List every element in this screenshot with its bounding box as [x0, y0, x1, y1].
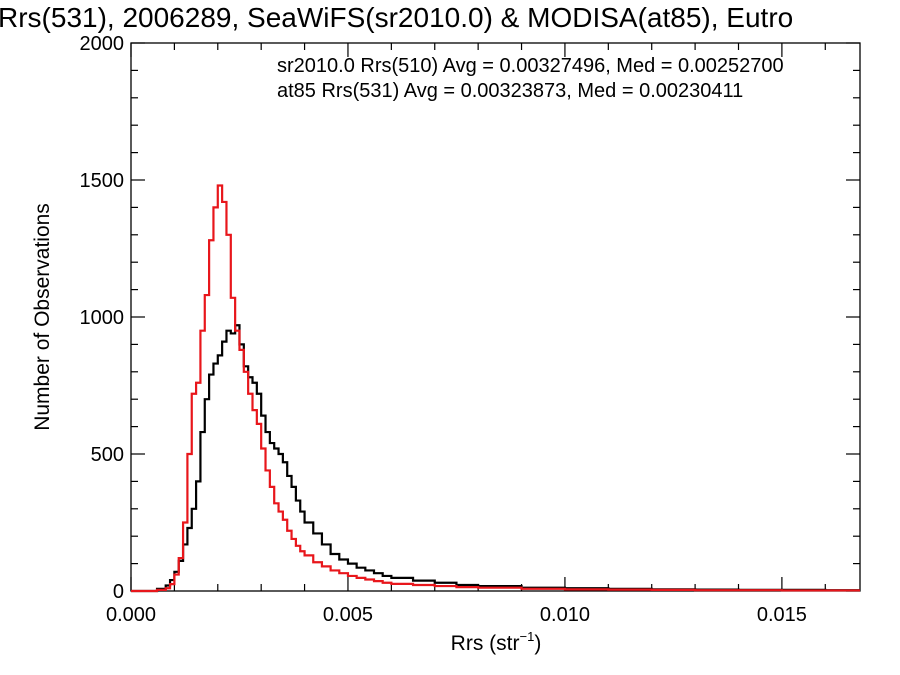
- y-tick-label: 1000: [80, 307, 125, 329]
- chart-title: Rrs(531), 2006289, SeaWiFS(sr2010.0) & M…: [0, 2, 793, 33]
- series-line-0: [131, 324, 860, 593]
- plot-frame: [130, 42, 861, 592]
- y-tick-label: 1500: [80, 170, 125, 192]
- x-axis-label-main: Rrs (str: [451, 632, 520, 655]
- y-tick-label: 0: [113, 581, 124, 603]
- annotation-sr2010: sr2010.0 Rrs(510) Avg = 0.00327496, Med …: [277, 55, 784, 77]
- y-axis-ticks: [131, 42, 860, 592]
- x-axis-ticks: [130, 43, 826, 591]
- y-axis-label: Number of Observations: [31, 203, 54, 431]
- x-axis-label: Rrs (str−1): [451, 629, 542, 655]
- x-tick-label: 0.015: [757, 604, 807, 626]
- x-axis-tick-labels: 0.000 0.005 0.010 0.015: [106, 604, 807, 626]
- series-group: [131, 184, 860, 593]
- annotation-at85: at85 Rrs(531) Avg = 0.00323873, Med = 0.…: [277, 80, 743, 102]
- x-tick-label: 0.010: [540, 604, 590, 626]
- x-axis-label-end: ): [534, 632, 541, 655]
- y-tick-label: 500: [91, 444, 124, 466]
- y-axis-tick-labels: 0 500 1000 1500 2000: [80, 33, 125, 603]
- x-tick-label: 0.005: [323, 604, 373, 626]
- series-line-1: [131, 184, 860, 593]
- x-axis-label-sup: −1: [520, 629, 535, 644]
- y-tick-label: 2000: [80, 33, 125, 55]
- x-tick-label: 0.000: [106, 604, 156, 626]
